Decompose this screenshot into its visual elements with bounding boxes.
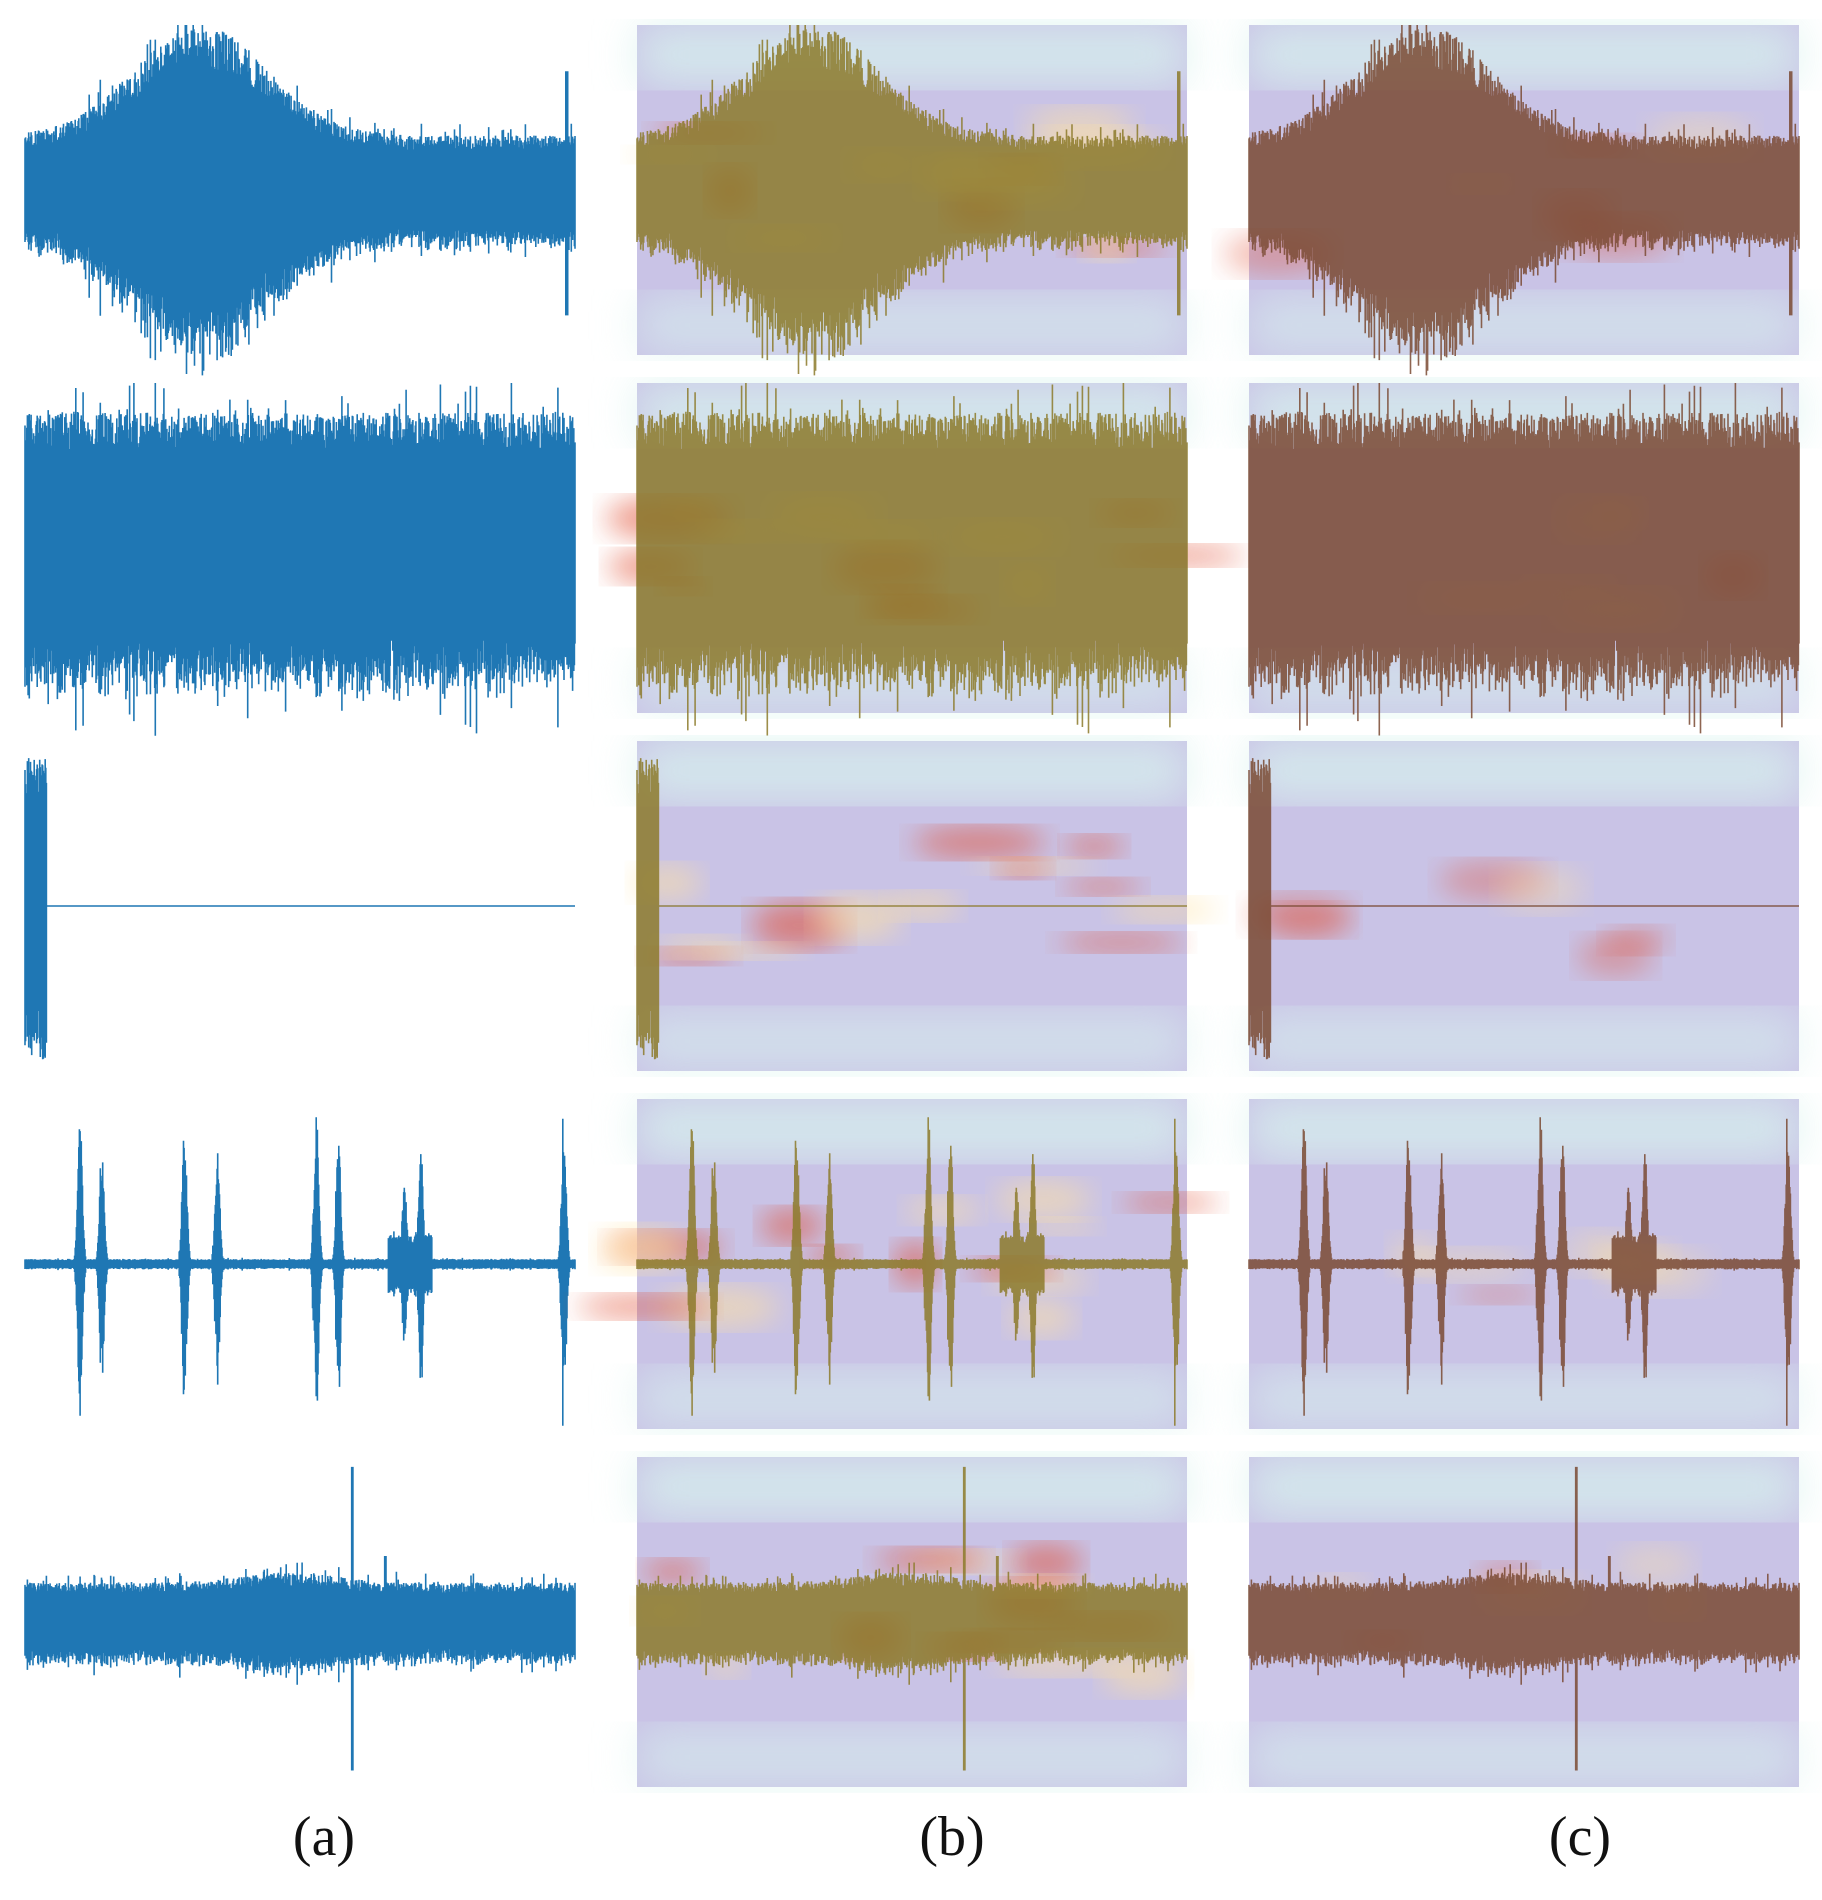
column-label-c: (c)	[1548, 1806, 1612, 1868]
waveform-trace-overlay	[1248, 1466, 1800, 1771]
heatmap-band	[1249, 1099, 1799, 1159]
heatmap-hotspot	[641, 1559, 704, 1584]
heatmap-band	[637, 1727, 1187, 1787]
panel-a-row-4	[24, 1117, 576, 1426]
heatmap-band	[1249, 741, 1799, 801]
heatmap-hotspot	[1063, 835, 1126, 857]
heatmap-band	[1249, 1727, 1799, 1787]
heatmap-hotspot	[1121, 1193, 1220, 1212]
heatmap-hotspot	[1246, 894, 1353, 935]
panel-b-row-4	[576, 1099, 1220, 1429]
heatmap-hotspot	[576, 1294, 711, 1319]
heatmap-band	[637, 741, 1187, 801]
heatmap-hotspot	[1101, 1653, 1186, 1696]
column-b-heatmap-overlays	[576, 25, 1246, 1787]
waveform-trace-overlay	[1248, 758, 1799, 1060]
panel-b-row-3	[631, 741, 1218, 1071]
heatmap-band	[637, 1457, 1187, 1517]
panel-a-row-5	[24, 1466, 576, 1771]
heatmap-hotspot	[1614, 1545, 1695, 1584]
panel-b-row-5	[635, 1457, 1188, 1787]
waveform-trace-overlay	[636, 1117, 1188, 1426]
heatmap-hotspot	[1457, 1285, 1542, 1304]
heatmap-hotspot	[701, 942, 805, 960]
column-a-raw-waveforms	[24, 25, 576, 1771]
heatmap-hotspot	[1009, 1544, 1083, 1582]
heatmap-hotspot	[904, 1197, 981, 1224]
heatmap-hotspot	[1057, 932, 1185, 952]
heatmap-band	[1249, 1457, 1799, 1517]
waveform-trace-overlay	[636, 758, 1187, 1060]
heatmap-band	[637, 1369, 1187, 1429]
panel-c-row-2	[1248, 383, 1800, 736]
heatmap-band	[637, 1011, 1187, 1071]
panel-a-row-3	[24, 758, 575, 1060]
panel-a-row-2	[24, 383, 576, 736]
waveform-trace	[24, 25, 576, 376]
heatmap-hotspot	[1024, 107, 1135, 142]
heatmap-hotspot	[1497, 865, 1585, 913]
heatmap-band	[637, 25, 1187, 85]
column-c-heatmap-overlays	[1223, 25, 1800, 1787]
panel-c-row-4	[1248, 1099, 1800, 1429]
waveform-trace	[24, 383, 576, 736]
heatmap-band	[637, 1099, 1187, 1159]
panel-c-row-3	[1246, 741, 1799, 1071]
waveform-trace-overlay	[636, 383, 1188, 736]
heatmap-hotspot	[874, 1547, 985, 1572]
heatmap-band	[1249, 1011, 1799, 1071]
waveform-trace-overlay	[1248, 383, 1800, 736]
heatmap-band	[1249, 25, 1799, 85]
heatmap-hotspot	[812, 894, 902, 942]
column-label-a: (a)	[292, 1806, 356, 1868]
waveform-trace-overlay	[636, 1466, 1188, 1771]
heatmap-hotspot	[912, 826, 1047, 859]
panel-a-row-1	[24, 25, 576, 376]
waveform-trace	[24, 1466, 576, 1771]
heatmap-hotspot	[1063, 878, 1143, 895]
heatmap-band	[1249, 295, 1799, 355]
heatmap-band	[1249, 1369, 1799, 1429]
heatmap-hotspot	[995, 1180, 1092, 1219]
waveform-trace-overlay	[1248, 25, 1800, 376]
waveform-trace	[24, 758, 575, 1060]
panel-b-row-1	[628, 25, 1188, 376]
column-label-b: (b)	[919, 1806, 985, 1868]
waveform-trace-overlay	[636, 25, 1188, 376]
heatmap-hotspot	[1021, 1218, 1100, 1235]
panel-c-row-1	[1223, 25, 1800, 376]
heatmap-hotspot	[759, 1208, 825, 1244]
panel-b-row-2	[605, 383, 1246, 736]
waveform-trace-overlay	[1248, 1117, 1800, 1426]
heatmap-hotspot	[1577, 934, 1655, 977]
heatmap-hotspot	[972, 857, 1095, 875]
heatmap-hotspot	[1008, 1299, 1076, 1337]
waveform-trace	[24, 1117, 576, 1426]
heatmap-hotspot	[1111, 897, 1218, 922]
heatmap-band	[637, 295, 1187, 355]
panel-c-row-5	[1248, 1457, 1800, 1787]
